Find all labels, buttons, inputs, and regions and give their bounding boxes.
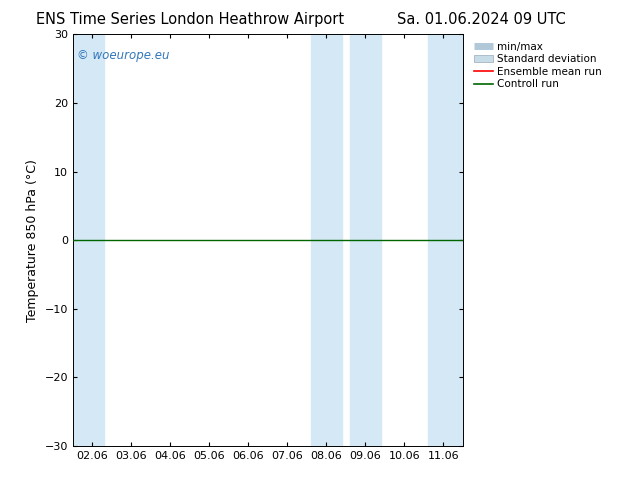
Legend: min/max, Standard deviation, Ensemble mean run, Controll run: min/max, Standard deviation, Ensemble me… bbox=[472, 40, 604, 92]
Bar bbox=[311, 34, 342, 446]
Text: ENS Time Series London Heathrow Airport: ENS Time Series London Heathrow Airport bbox=[36, 12, 344, 27]
Bar bbox=[73, 34, 104, 446]
Bar bbox=[428, 34, 463, 446]
Text: © woeurope.eu: © woeurope.eu bbox=[77, 49, 169, 62]
Y-axis label: Temperature 850 hPa (°C): Temperature 850 hPa (°C) bbox=[26, 159, 39, 321]
Text: Sa. 01.06.2024 09 UTC: Sa. 01.06.2024 09 UTC bbox=[398, 12, 566, 27]
Bar bbox=[350, 34, 381, 446]
